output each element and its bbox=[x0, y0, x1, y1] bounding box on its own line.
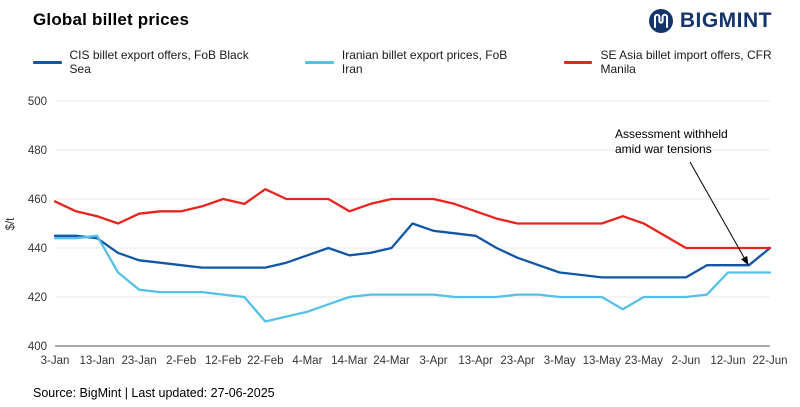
y-tick-label: 420 bbox=[28, 292, 47, 304]
chart-legend: CIS billet export offers, FoB Black Sea … bbox=[0, 34, 800, 76]
legend-label-iran: Iranian billet export prices, FoB Iran bbox=[341, 48, 508, 76]
x-tick-label: 22-Feb bbox=[247, 355, 283, 367]
y-tick-label: 480 bbox=[28, 145, 47, 157]
x-tick-label: 2-Jun bbox=[672, 355, 701, 367]
y-tick-label: 440 bbox=[28, 243, 47, 255]
annotation-text: Assessment withheld bbox=[615, 127, 728, 141]
annotation-text: amid war tensions bbox=[615, 142, 712, 156]
source-note: Source: BigMint | Last updated: 27-06-20… bbox=[33, 386, 275, 400]
y-axis-label: $/t bbox=[5, 217, 17, 231]
header: Global billet prices BIGMINT bbox=[0, 0, 800, 34]
legend-swatch-seasia bbox=[563, 60, 593, 64]
x-tick-label: 12-Feb bbox=[205, 355, 241, 367]
x-tick-label: 13-Apr bbox=[458, 355, 493, 367]
billet-prices-line-chart: 400 420 440 460 480 500 $/t 3-Jan 13-Jan 23-Jan 2-… bbox=[5, 96, 788, 367]
legend-swatch-cis bbox=[33, 60, 62, 64]
series-line-2 bbox=[53, 188, 772, 250]
page-title: Global billet prices bbox=[33, 10, 190, 29]
y-tick-label: 400 bbox=[28, 341, 47, 353]
x-tick-label: 3-Jan bbox=[41, 355, 70, 367]
bigmint-logo-text: BIGMINT bbox=[679, 9, 772, 32]
x-tick-label: 23-Jan bbox=[122, 355, 157, 367]
x-tick-label: 14-Mar bbox=[331, 355, 368, 367]
x-tick-label: 23-May bbox=[625, 355, 664, 367]
x-tick-label: 24-Mar bbox=[373, 355, 410, 367]
legend-label-seasia: SE Asia billet import offers, CFR Manila bbox=[600, 48, 772, 76]
x-tick-label: 4-Mar bbox=[292, 355, 322, 367]
x-tick-label: 23-Apr bbox=[500, 355, 535, 367]
bigmint-logo-icon bbox=[648, 9, 673, 33]
y-tick-label: 500 bbox=[28, 96, 47, 108]
series-line-1 bbox=[53, 234, 772, 323]
legend-label-cis: CIS billet export offers, FoB Black Sea bbox=[69, 48, 249, 76]
x-tick-label: 13-Jan bbox=[80, 355, 115, 367]
x-tick-label: 3-Apr bbox=[419, 355, 447, 367]
annotation-arrow bbox=[689, 161, 749, 266]
x-tick-label: 12-Jun bbox=[710, 355, 745, 367]
x-tick-label: 13-May bbox=[583, 355, 622, 367]
y-tick-label: 460 bbox=[28, 194, 47, 206]
x-tick-label: 2-Feb bbox=[166, 355, 196, 367]
bigmint-logo: BIGMINT bbox=[648, 8, 772, 34]
legend-item-iran: Iranian billet export prices, FoB Iran bbox=[305, 48, 522, 76]
legend-item-cis: CIS billet export offers, FoB Black Sea bbox=[33, 48, 263, 76]
series-line-0 bbox=[53, 222, 772, 279]
legend-swatch-iran bbox=[305, 60, 334, 64]
x-tick-label: 3-May bbox=[544, 355, 576, 367]
x-tick-label: 22-Jun bbox=[752, 355, 787, 367]
legend-item-seasia: SE Asia billet import offers, CFR Manila bbox=[563, 48, 800, 76]
